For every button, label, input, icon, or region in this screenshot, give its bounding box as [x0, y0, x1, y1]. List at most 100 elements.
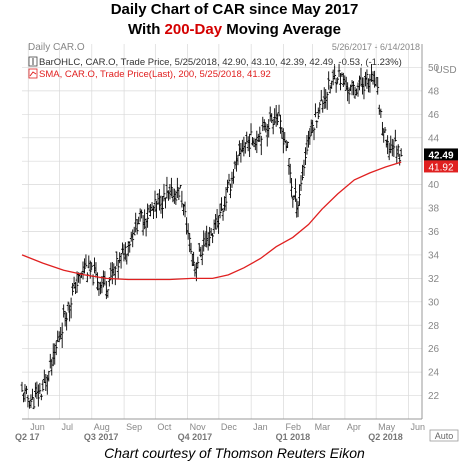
- y-tick-label: 32: [428, 274, 440, 285]
- price-chart-svg: 222426283032343638404244464850 JunJulAug…: [0, 38, 469, 443]
- ohlc-bar: [294, 178, 297, 202]
- y-tick-label: 48: [428, 86, 440, 97]
- ohlc-bar: [161, 196, 164, 219]
- ohlc-bar: [183, 201, 187, 218]
- ohlc-bar: [69, 297, 73, 319]
- line-icon-glyph: [29, 71, 37, 77]
- ohlc-bar: [304, 147, 307, 165]
- ohlc-bar: [386, 135, 390, 155]
- ohlc-bar: [29, 394, 33, 409]
- y-tick-label: 38: [428, 204, 440, 215]
- currency-label: USD: [435, 65, 456, 76]
- ohlc-bar: [362, 77, 366, 100]
- ohlc-bar: [131, 229, 135, 248]
- y-tick-label: 50: [428, 63, 440, 74]
- y-tick-label: 36: [428, 227, 440, 238]
- ohlc-bar: [123, 242, 127, 260]
- auto-scale-button[interactable]: [429, 429, 459, 442]
- ohlc-bar: [140, 209, 144, 219]
- y-tick-label: 26: [428, 344, 440, 355]
- ohlc-bar: [227, 173, 231, 186]
- y-tick-label: 22: [428, 391, 440, 402]
- chart-caption: Chart courtesy of Thomson Reuters Eikon: [104, 445, 365, 461]
- ohlc-bar: [196, 256, 200, 269]
- ohlc-bar: [393, 129, 397, 142]
- ohlc-bar: [302, 159, 306, 176]
- sma-200-line: [21, 161, 402, 281]
- title-line-1: Daily Chart of CAR since May 2017: [110, 1, 359, 18]
- ohlc-bar: [258, 126, 262, 142]
- ohlc-bar: [47, 370, 51, 382]
- title-suffix: Moving Average: [222, 21, 341, 38]
- ohlc-bar: [177, 187, 181, 201]
- y-tick-label: 30: [428, 297, 440, 308]
- ohlc-bar: [243, 142, 247, 154]
- title-highlight: 200-Day: [164, 21, 223, 38]
- x-quarter-label: Q3 2017: [84, 432, 119, 442]
- ohlc-bar: [132, 226, 136, 236]
- ohlc-bar: [20, 381, 24, 392]
- ohlc-bar: [267, 119, 271, 138]
- sma-price-tag-bg: [424, 160, 458, 173]
- ohlc-bar: [208, 226, 212, 247]
- ohlc-bar: [36, 384, 40, 407]
- ohlc-bar: [113, 266, 117, 286]
- legend-sma-entry: SMA, CAR.O, Trade Price(Last), 200, 5/25…: [39, 69, 271, 80]
- ohlc-bar: [337, 63, 341, 78]
- x-month-label: Mar: [315, 422, 331, 432]
- ohlc-bar: [232, 168, 235, 184]
- x-quarter-label: Q2 17: [15, 432, 40, 442]
- x-month-label: Jun: [30, 422, 45, 432]
- ohlc-bar: [398, 153, 402, 166]
- ohlc-bar: [162, 183, 166, 202]
- ohlc-bar: [25, 385, 28, 395]
- ohlc-bar: [288, 163, 292, 184]
- y-tick-label: 24: [428, 368, 440, 379]
- ohlc-bar: [339, 73, 342, 91]
- x-month-label: May: [378, 422, 396, 432]
- ohlc-bar: [318, 102, 322, 114]
- title-prefix: With: [128, 21, 165, 38]
- y-tick-label: 28: [428, 321, 440, 332]
- ohlc-bar: [214, 213, 218, 230]
- ohlc-bar: [90, 262, 94, 271]
- ohlc-bar: [248, 133, 252, 158]
- x-month-label: Jul: [62, 422, 74, 432]
- ohlc-bar: [308, 128, 312, 145]
- ohlc-bar: [286, 141, 290, 149]
- ohlc-bar: [31, 388, 34, 400]
- x-month-label: Sep: [126, 422, 142, 432]
- ohlc-bar: [325, 91, 329, 110]
- y-tick-label: 34: [428, 250, 440, 261]
- ohlc-bar: [60, 322, 64, 348]
- ohlc-bar: [41, 379, 45, 392]
- ohlc-bar: [298, 184, 301, 206]
- ohlc-bar: [54, 340, 58, 356]
- x-quarter-label: Q1 2018: [276, 432, 311, 442]
- ohlc-bar: [135, 219, 139, 235]
- last-price-value: 42.49: [428, 150, 453, 161]
- x-month-label: Jan: [253, 422, 268, 432]
- last-price-tag: 42.49: [424, 148, 458, 161]
- ohlc-bar: [153, 190, 157, 212]
- ohlc-bar: [192, 251, 196, 267]
- sma-price-value: 41.92: [428, 162, 453, 173]
- ohlc-bar: [26, 394, 30, 408]
- ohlc-bar: [334, 77, 338, 93]
- ohlc-bar: [226, 179, 229, 193]
- ohlc-bar: [170, 177, 173, 197]
- legend: BarOHLC, CAR.O, Trade Price, 5/25/2018, …: [28, 56, 402, 80]
- ohlc-bar: [301, 164, 304, 181]
- ohlc-bar: [65, 312, 69, 331]
- ohlc-bar: [376, 77, 380, 95]
- ohlc-bar: [281, 128, 285, 154]
- ohlc-bar: [279, 115, 282, 134]
- ohlc-bar: [38, 382, 42, 395]
- y-tick-label: 40: [428, 180, 440, 191]
- x-month-label: Oct: [157, 422, 172, 432]
- ohlc-bar: [211, 233, 215, 244]
- ohlc-bar: [116, 259, 120, 279]
- ohlc-bar: [383, 126, 387, 133]
- ohlc-bar: [200, 245, 204, 266]
- ohlc-bar: [249, 123, 253, 136]
